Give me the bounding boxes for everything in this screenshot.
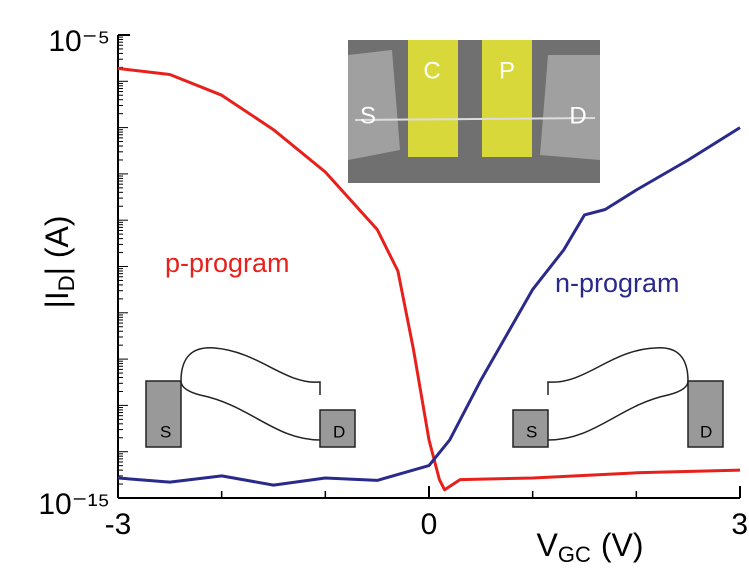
band-source xyxy=(145,380,182,448)
y-axis-label-symbol: |I xyxy=(39,291,75,308)
x-tick-label: 0 xyxy=(421,508,438,541)
x-axis-label-unit: (V) xyxy=(601,527,644,563)
band-label: S xyxy=(160,422,171,441)
band-diagram-right: S D xyxy=(512,347,724,448)
inset-gate-c xyxy=(408,40,458,157)
inset-image: S C P D xyxy=(348,40,600,183)
legend-label: n-program xyxy=(555,268,680,298)
band-conduction xyxy=(547,347,689,395)
x-axis-label: VGC (V) xyxy=(537,527,644,566)
band-source xyxy=(512,409,549,448)
inset-label: D xyxy=(569,102,586,129)
x-tick-label: 3 xyxy=(731,508,748,541)
band-label: S xyxy=(526,422,537,441)
legend-label: p-program xyxy=(165,248,290,278)
inset-label: C xyxy=(423,57,440,84)
y-tick-label: 10⁻⁵ xyxy=(48,25,110,58)
x-axis-label-symbol: V xyxy=(537,527,559,563)
series-line xyxy=(117,66,741,492)
inset-label: P xyxy=(499,57,515,84)
y-axis-label-rest: | (A) xyxy=(39,216,75,276)
y-axis-label-subscript: D xyxy=(54,275,79,291)
y-axis-label: |ID| (A) xyxy=(39,216,78,309)
x-axis-label-subscript: GC xyxy=(558,542,591,567)
inset-source xyxy=(348,50,400,160)
y-tick-label: 10⁻¹⁵ xyxy=(38,488,110,521)
band-drain xyxy=(319,409,356,448)
series-line xyxy=(117,126,741,487)
inset-drain xyxy=(540,55,600,160)
band-label: D xyxy=(700,422,712,441)
inset-wire xyxy=(354,117,596,121)
band-label: D xyxy=(333,422,345,441)
x-tick-label: -3 xyxy=(105,508,132,541)
band-valence xyxy=(547,380,689,441)
band-diagram-left: S D xyxy=(145,347,356,448)
inset-gate-p xyxy=(482,40,532,157)
band-valence xyxy=(180,380,321,441)
inset-label: S xyxy=(360,102,376,129)
band-conduction xyxy=(180,347,321,395)
band-drain xyxy=(687,380,724,448)
